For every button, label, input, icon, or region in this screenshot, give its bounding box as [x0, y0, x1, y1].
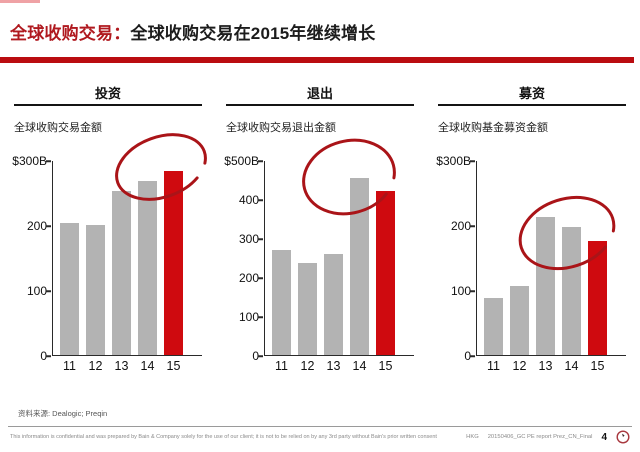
chart-subtitle-investment: 全球收购交易金额 — [14, 122, 102, 134]
page-title-lead: 全球收购交易： — [10, 24, 131, 43]
y-tick-mark — [258, 199, 263, 201]
bar-12 — [510, 285, 529, 355]
y-tick-label: 200 — [238, 271, 259, 285]
bars-group — [265, 161, 414, 355]
office-code: HKG — [466, 434, 479, 440]
x-axis-labels: 11 12 13 14 15 — [53, 359, 202, 373]
bar-13 — [324, 254, 343, 355]
footer-divider-rule — [8, 426, 632, 427]
y-axis: $300B 200 100 0 — [436, 154, 476, 363]
page-title-rest: 全球收购交易在2015年继续增长 — [130, 24, 376, 43]
x-tick-label: 12 — [300, 359, 315, 373]
x-tick-label: 11 — [275, 359, 288, 373]
panel-exit: 退出 全球收购交易退出金额 $500B 400 300 200 100 0 11 12 13 1… — [224, 83, 414, 373]
x-tick-label: 12 — [88, 359, 103, 373]
x-tick-label: 13 — [114, 359, 129, 373]
bar-12 — [298, 262, 317, 355]
bars-group — [53, 161, 202, 355]
x-tick-label: 13 — [326, 359, 341, 373]
confidentiality-disclaimer: This information is confidential and was… — [10, 434, 437, 440]
panel-tab-fundraising: 募资 — [438, 83, 626, 106]
x-tick-label: 15 — [378, 359, 393, 373]
panel-investment: 投资 全球收购交易金额 $300B 200 100 0 11 12 13 14 15 — [12, 83, 207, 373]
y-tick-label: 300 — [238, 232, 259, 246]
page-title: 全球收购交易：全球收购交易在2015年继续增长 — [10, 19, 375, 44]
y-tick-label: $300B — [12, 154, 47, 168]
bar-11 — [272, 249, 291, 355]
bar-11 — [484, 297, 503, 355]
x-tick-label: 11 — [63, 359, 76, 373]
source-note: 资料来源: Dealogic; Preqin — [18, 409, 108, 418]
chart-subtitle-fundraising: 全球收购基金募资金额 — [438, 122, 548, 134]
bar-15 — [588, 241, 607, 355]
y-tick-label: 0 — [252, 349, 259, 363]
bars-group — [477, 161, 626, 355]
panel-tab-investment: 投资 — [14, 83, 202, 106]
x-tick-label: 14 — [564, 359, 579, 373]
bar-13 — [536, 216, 555, 355]
y-tick-label: $500B — [224, 154, 259, 168]
plot-area — [470, 160, 626, 357]
bar-13 — [112, 190, 131, 355]
y-tick-label: 0 — [40, 349, 47, 363]
y-tick-label: 200 — [26, 219, 47, 233]
bar-15 — [376, 191, 395, 355]
y-tick-mark — [470, 355, 475, 357]
bar-15 — [164, 171, 183, 355]
y-tick-label: $300B — [436, 154, 471, 168]
x-tick-label: 14 — [352, 359, 367, 373]
plot-area — [46, 133, 207, 357]
y-axis: $500B 400 300 200 100 0 — [224, 154, 264, 363]
y-tick-mark — [470, 160, 475, 162]
x-axis-labels: 11 12 13 14 15 — [265, 359, 414, 373]
y-tick-label: 400 — [238, 193, 259, 207]
plot-area — [258, 138, 414, 357]
y-tick-mark — [46, 160, 51, 162]
x-tick-label: 12 — [512, 359, 527, 373]
bar-14 — [350, 177, 369, 355]
x-axis-labels: 11 12 13 14 15 — [477, 359, 626, 373]
panel-fundraising: 募资 全球收购基金募资金额 $300B 200 100 0 11 12 13 14 15 — [436, 83, 626, 373]
chart-investment: $300B 200 100 0 — [12, 133, 207, 363]
y-tick-label: 0 — [464, 349, 471, 363]
y-tick-mark — [258, 277, 263, 279]
chart-exit: $500B 400 300 200 100 0 — [224, 138, 414, 363]
y-tick-label: 100 — [450, 284, 471, 298]
bar-14 — [138, 180, 157, 355]
y-tick-label: 100 — [26, 284, 47, 298]
y-tick-mark — [258, 238, 263, 240]
y-tick-label: 200 — [450, 219, 471, 233]
footer: This information is confidential and was… — [10, 430, 630, 444]
bar-14 — [562, 227, 581, 355]
y-axis: $300B 200 100 0 — [12, 154, 52, 363]
y-tick-mark — [470, 225, 475, 227]
bar-12 — [86, 225, 105, 355]
chart-subtitle-exit: 全球收购交易退出金额 — [226, 122, 336, 134]
x-tick-label: 15 — [590, 359, 605, 373]
y-tick-mark — [470, 290, 475, 292]
y-tick-label: 100 — [238, 310, 259, 324]
x-tick-label: 15 — [166, 359, 181, 373]
panel-tab-exit: 退出 — [226, 83, 414, 106]
x-tick-label: 11 — [487, 359, 500, 373]
y-tick-mark — [46, 290, 51, 292]
y-tick-mark — [46, 355, 51, 357]
bar-11 — [60, 223, 79, 355]
page-number: 4 — [601, 431, 607, 443]
y-tick-mark — [258, 160, 263, 162]
corner-red-mark — [0, 0, 40, 3]
x-tick-label: 14 — [140, 359, 155, 373]
clock-badge-icon — [616, 430, 630, 444]
y-tick-mark — [46, 225, 51, 227]
chart-fundraising: $300B 200 100 0 — [436, 154, 626, 363]
y-tick-mark — [258, 355, 263, 357]
y-tick-mark — [258, 316, 263, 318]
x-tick-label: 13 — [538, 359, 553, 373]
title-divider-rule — [0, 57, 634, 63]
charts-row: 投资 全球收购交易金额 $300B 200 100 0 11 12 13 14 15 退出 全… — [12, 83, 626, 373]
deck-filename: 20150406_GC PE report Prez_CN_Final — [487, 434, 593, 440]
